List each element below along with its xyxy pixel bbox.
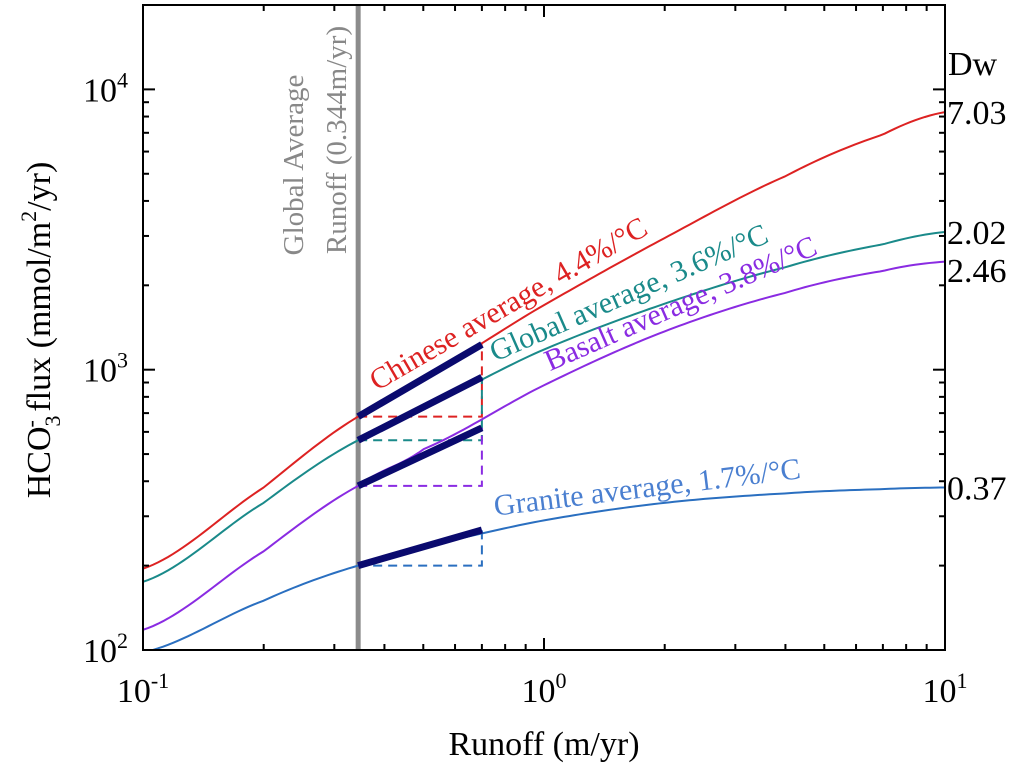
axes: 10-1 100 101 102 103 104 Runoff (m/yr) HCO3- fl… [16,4,968,763]
highlight-box-2 [358,427,483,487]
x-tick-label-2: 101 [923,668,968,710]
dw-value-3: 0.37 [947,471,1007,508]
highlight-box-3 [358,529,483,567]
highlight-segment-2 [356,424,484,490]
highlight-box-0 [358,344,483,418]
series-label-3: Granite average, 1.7%/°C [492,452,802,522]
dw-value-1: 2.02 [947,215,1007,252]
x-tick-label-1: 100 [522,668,567,710]
series-line-1 [143,230,945,583]
highlight-segment-0 [356,341,484,420]
x-tick-label-0: 10-1 [117,668,169,710]
vertical-line-label-2: Runoff (0.344m/yr) [321,26,353,254]
y-axis-title: HCO3- flux (mmol/m2/yr) [16,162,65,499]
vertical-line-label-1: Global Average [278,75,310,256]
highlight-segment-1 [356,374,484,444]
dw-value-0: 7.03 [947,95,1007,132]
series-line-0 [143,111,945,570]
y-tick-label-0: 102 [83,628,128,670]
y-tick-label-2: 104 [83,67,128,109]
series-line-3 [148,486,945,650]
plot-area [143,5,945,650]
x-axis-title: Runoff (m/yr) [448,726,639,763]
y-tick-label-1: 103 [83,348,128,390]
series-line-2 [143,260,945,631]
dw-header: Dw [948,46,998,83]
dw-value-2: 2.46 [947,253,1007,290]
highlight-segment-3 [357,526,483,569]
